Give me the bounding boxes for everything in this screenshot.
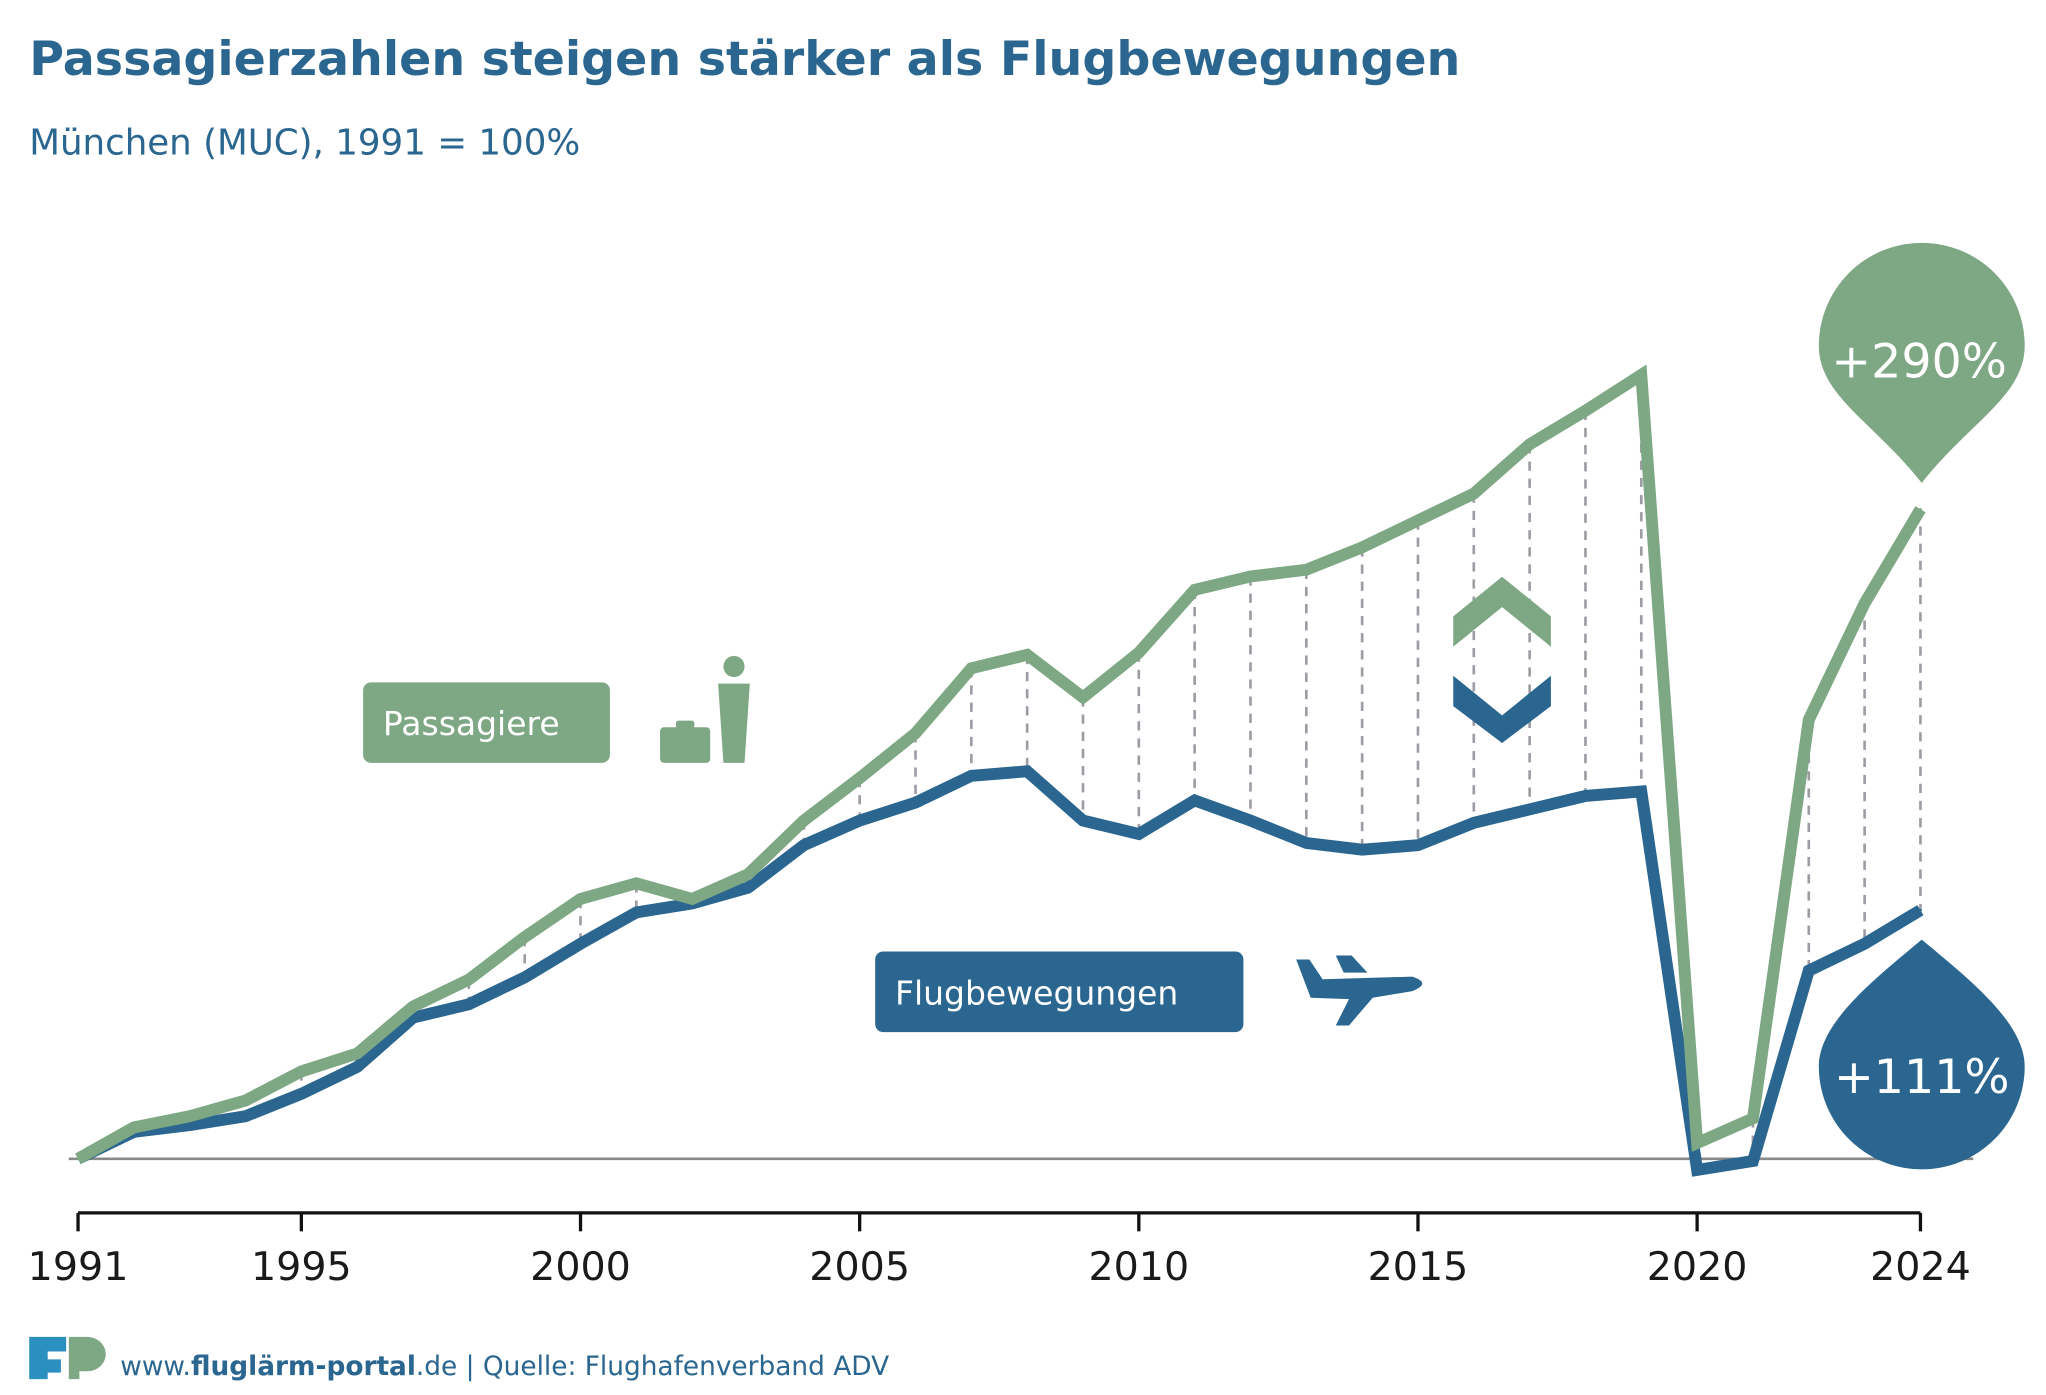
movements-point-2022 [1807, 969, 1811, 972]
passengers-point-1998 [467, 978, 471, 981]
movements-point-2019 [1639, 790, 1643, 793]
movements-point-1999 [523, 976, 527, 979]
airplane-icon [1296, 955, 1423, 1026]
passengers-point-2007 [970, 666, 973, 670]
chevron-down-icon [1453, 675, 1551, 744]
chart-title: Passagierzahlen steigen stärker als Flug… [29, 32, 1460, 87]
passengers-point-2017 [1528, 442, 1531, 446]
movements-point-2018 [1584, 794, 1587, 798]
movements-point-2012 [1249, 819, 1252, 822]
movements-point-2007 [970, 774, 973, 778]
movements-point-2011 [1193, 799, 1196, 802]
movements-point-2013 [1304, 841, 1308, 845]
x-tick-label: 2024 [1870, 1244, 1971, 1290]
passengers-point-2023 [1863, 602, 1866, 605]
passengers-point-1997 [411, 1005, 415, 1008]
passengers-point-2018 [1584, 409, 1587, 413]
passengers-point-2016 [1472, 492, 1476, 495]
passengers-point-2001 [635, 881, 638, 885]
passengers-point-2002 [690, 897, 694, 901]
passengers-change-drop [1818, 242, 2025, 484]
movements-point-2020 [1695, 1168, 1699, 1172]
movements-point-2016 [1472, 821, 1476, 825]
movements-point-1998 [467, 1002, 471, 1006]
movements-point-2001 [635, 911, 638, 914]
x-ticks: 1991 1995 2000 2005 2010 2015 2020 2024 [28, 1212, 1971, 1290]
passengers-point-1994 [244, 1099, 247, 1102]
passengers-point-2022 [1807, 718, 1811, 722]
x-tick-label: 1995 [251, 1244, 352, 1290]
movements-point-2010 [1137, 832, 1141, 836]
movements-label: Flugbewegungen [895, 973, 1178, 1012]
movements-point-2024 [1919, 908, 1922, 912]
movements-point-2008 [1025, 769, 1029, 773]
passengers-line [75, 364, 1926, 1164]
passengers-point-1995 [300, 1070, 303, 1073]
movements-point-2006 [914, 801, 917, 804]
movements-line [75, 765, 1924, 1177]
movements-point-2021 [1751, 1159, 1755, 1163]
passengers-point-1991 [76, 1157, 80, 1161]
passengers-label: Passagiere [383, 704, 560, 743]
svg-text:www.fluglärm-portal.de | Quell: www.fluglärm-portal.de | Quelle: Flughaf… [120, 1352, 889, 1382]
gap-dashes [300, 374, 1922, 1170]
passengers-point-2012 [1249, 575, 1252, 578]
movements-change-drop [1818, 939, 2025, 1170]
chart-subtitle: München (MUC), 1991 = 100% [29, 122, 580, 163]
x-tick-label: 2010 [1088, 1244, 1189, 1290]
passengers-point-2005 [858, 776, 861, 780]
movements-point-2014 [1360, 848, 1364, 852]
movements-point-2005 [858, 819, 861, 822]
movements-point-2004 [802, 843, 806, 847]
passengers-point-2008 [1025, 653, 1029, 657]
passengers-point-2000 [579, 897, 582, 901]
movements-point-1994 [244, 1114, 247, 1118]
movements-point-1995 [300, 1092, 303, 1096]
passengers-point-2013 [1304, 568, 1308, 572]
chevron-up-icon [1453, 576, 1551, 647]
passengers-point-2004 [802, 819, 806, 822]
passengers-point-2019 [1639, 373, 1643, 377]
passengers-point-2003 [746, 873, 750, 876]
passengers-point-2006 [914, 731, 917, 735]
movements-point-2000 [579, 942, 582, 946]
footer-brand: fluglärm-portal [191, 1352, 416, 1382]
passengers-point-2014 [1360, 546, 1364, 549]
passengers-point-1993 [188, 1114, 192, 1118]
x-tick-label: 2000 [530, 1244, 631, 1290]
passenger-icon [660, 655, 750, 763]
passengers-point-2024 [1919, 507, 1922, 511]
movements-point-1997 [411, 1016, 415, 1019]
passengers-point-2015 [1416, 519, 1420, 522]
footer-source: .de | Quelle: Flughafenverband ADV [416, 1352, 889, 1382]
x-tick-label: 2020 [1647, 1244, 1748, 1290]
passengers-label-box [363, 682, 610, 763]
passengers-point-1992 [132, 1126, 136, 1129]
movements-change-label: +111% [1834, 1050, 2010, 1105]
movements-point-2023 [1863, 942, 1866, 946]
movements-point-1996 [355, 1065, 359, 1069]
movements-point-2003 [746, 886, 750, 890]
movements-point-2017 [1528, 808, 1531, 811]
x-tick-label: 2015 [1368, 1244, 1469, 1290]
passengers-point-2011 [1193, 588, 1196, 592]
passengers-point-2020 [1695, 1141, 1699, 1145]
passengers-point-1996 [355, 1052, 359, 1055]
passengers-point-2010 [1137, 651, 1141, 654]
fp-logo [29, 1336, 106, 1380]
passengers-change-label: +290% [1831, 334, 2007, 389]
movements-point-1993 [188, 1123, 192, 1127]
footer-prefix: www. [120, 1352, 191, 1382]
movements-point-2015 [1416, 843, 1420, 847]
passengers-point-1999 [523, 935, 527, 939]
x-tick-label: 2005 [809, 1244, 910, 1290]
passengers-point-2009 [1081, 696, 1085, 699]
x-tick-label: 1991 [28, 1244, 129, 1290]
passengers-point-2021 [1751, 1117, 1755, 1120]
movements-point-2009 [1081, 819, 1085, 822]
movements-label-box [875, 951, 1244, 1033]
